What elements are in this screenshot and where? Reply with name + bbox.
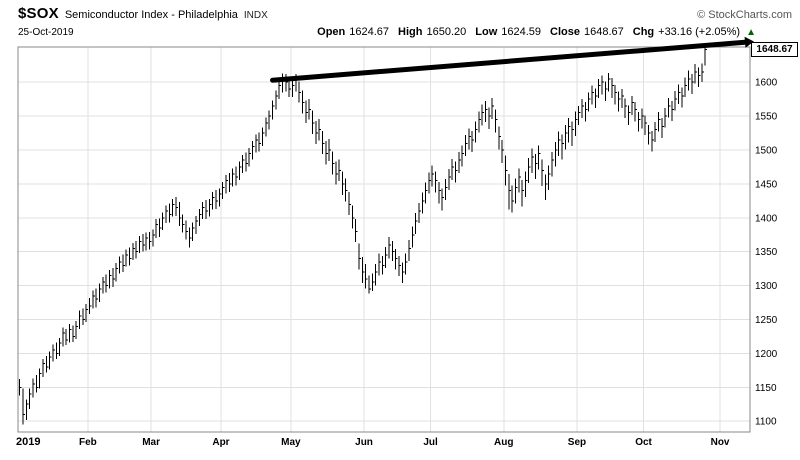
- y-axis-label: 1250: [755, 315, 778, 326]
- quote-header: 25-Oct-2019 Open 1624.67 High 1650.20 Lo…: [18, 26, 756, 38]
- symbol-ticker: $SOX: [18, 5, 59, 22]
- x-axis-month-label: Feb: [79, 437, 97, 448]
- y-axis-label: 1400: [755, 213, 778, 224]
- quote-high: High 1650.20: [398, 26, 466, 38]
- up-arrow-icon: ▲: [746, 27, 756, 38]
- open-label: Open: [317, 26, 346, 38]
- x-axis-year-label: 2019: [16, 436, 40, 448]
- x-axis-month-label: Sep: [568, 437, 586, 448]
- last-price-label: 1648.67: [751, 42, 798, 58]
- index-name: Semiconductor Index - Philadelphia: [64, 9, 238, 21]
- low-label: Low: [475, 26, 498, 38]
- high-label: High: [398, 26, 423, 38]
- y-axis-label: 1150: [755, 383, 777, 394]
- y-axis-label: 1550: [755, 112, 778, 123]
- quote-row: Open 1624.67 High 1650.20 Low 1624.59 Cl…: [317, 26, 756, 38]
- quote-open: Open 1624.67: [317, 26, 389, 38]
- chg-label: Chg: [632, 26, 655, 38]
- y-axis-label: 1300: [755, 281, 778, 292]
- plot-border: [17, 46, 751, 433]
- y-axis-label: 1350: [755, 247, 778, 258]
- y-axis-label: 1600: [755, 78, 778, 89]
- high-value: 1650.20: [426, 26, 467, 38]
- y-axis-label: 1200: [755, 349, 778, 360]
- trendline: [270, 39, 748, 83]
- x-axis-month-label: Jul: [423, 437, 438, 448]
- quote-date: 25-Oct-2019: [18, 27, 74, 38]
- chart-header: $SOX Semiconductor Index - Philadelphia …: [18, 5, 792, 22]
- low-value: 1624.59: [501, 26, 542, 38]
- trendline-arrowhead: [744, 36, 754, 48]
- y-axis-label: 1100: [755, 417, 777, 428]
- exchange-label: INDX: [243, 10, 268, 21]
- close-label: Close: [550, 26, 580, 38]
- y-axis-label: 1450: [755, 179, 778, 190]
- quote-chg: Chg +33.16 (+2.05%): [633, 26, 740, 38]
- x-axis-month-label: Nov: [711, 437, 730, 448]
- x-axis-month-label: May: [281, 437, 301, 448]
- copyright-credit: © StockCharts.com: [697, 9, 792, 21]
- close-value: 1648.67: [583, 26, 624, 38]
- y-axis-label: 1500: [755, 146, 778, 157]
- quote-low: Low 1624.59: [475, 26, 541, 38]
- chg-value: +33.16 (+2.05%): [658, 26, 741, 38]
- x-axis-month-label: Jun: [355, 437, 373, 448]
- x-axis-month-label: Aug: [494, 437, 513, 448]
- open-value: 1624.67: [349, 26, 390, 38]
- x-axis-month-label: Apr: [212, 437, 229, 448]
- x-axis-month-label: Oct: [635, 437, 652, 448]
- x-axis-month-label: Mar: [142, 437, 160, 448]
- quote-close: Close 1648.67: [550, 26, 624, 38]
